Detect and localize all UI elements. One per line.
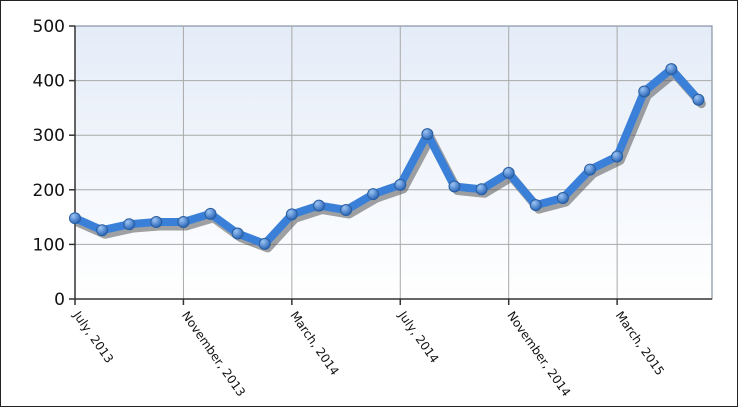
x-tick-label: July, 2014 [395,308,441,366]
data-point [123,218,136,231]
data-point [556,191,569,204]
data-point [448,180,461,193]
x-tick-label: March, 2015 [613,309,667,378]
x-axis-ticks: July, 2013 November, 2013 March, 2014 July,… [70,299,667,399]
x-tick-label: November, 2014 [504,309,573,399]
data-point [529,199,542,212]
data-point [150,216,163,229]
data-point [312,199,325,212]
data-point [611,150,624,163]
y-tick-label: 400 [33,72,65,92]
data-point [584,163,597,176]
y-tick-label: 100 [33,235,65,255]
data-point [258,237,271,250]
axes [74,26,712,300]
series [69,63,706,253]
data-point [204,207,217,220]
data-point [285,208,298,221]
data-point [367,188,380,201]
data-point [96,224,109,237]
x-tick-label: November, 2013 [179,309,248,399]
data-point [177,216,190,229]
x-tick-label: March, 2014 [287,309,341,378]
y-tick-label: 300 [33,126,65,146]
data-point [340,204,353,217]
data-point [475,183,488,196]
y-tick-label: 500 [33,17,65,37]
x-tick-label: July, 2013 [70,308,116,366]
data-point [231,227,244,240]
data-point [638,85,651,98]
y-tick-label: 0 [54,290,65,310]
data-point [665,63,678,76]
data-point [69,212,81,225]
data-point [394,178,407,191]
data-point [692,93,705,106]
y-tick-label: 200 [33,181,65,201]
data-point [421,128,434,141]
data-point [502,166,515,179]
y-axis-ticks: 0 100 200 300 400 500 [33,17,75,310]
